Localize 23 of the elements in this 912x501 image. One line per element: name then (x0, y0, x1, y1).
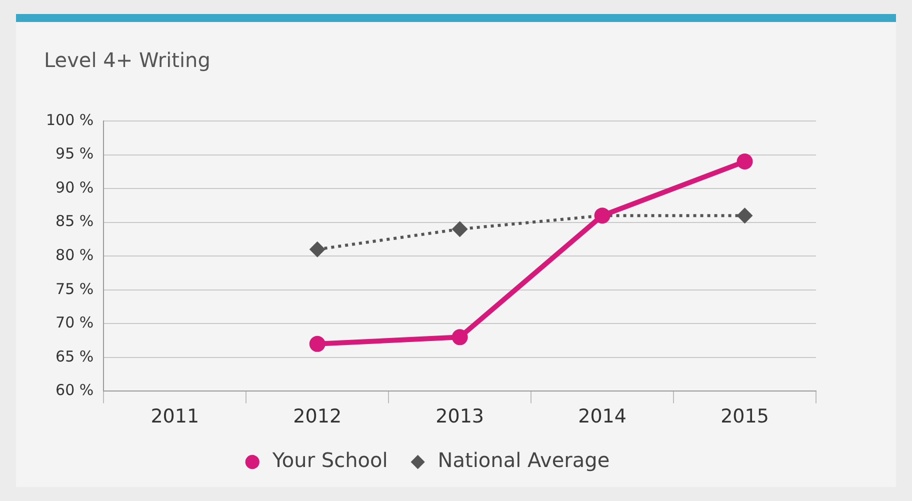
point (309, 336, 326, 352)
y-tick-label: 100 % (46, 110, 94, 129)
chart-title: Level 4+ Writing (44, 48, 210, 72)
y-tick-label: 70 % (56, 314, 94, 332)
legend-label: National Average (438, 448, 610, 472)
point (309, 241, 326, 258)
y-tick-label: 80 % (56, 246, 94, 264)
y-tick-label: 75 % (56, 280, 94, 298)
point (736, 208, 753, 224)
y-tick-label: 90 % (56, 178, 94, 196)
y-tick-label: 65 % (56, 347, 94, 366)
x-tick-label: 2013 (436, 406, 484, 428)
x-tick-label: 2012 (293, 406, 342, 428)
y-tick-label: 95 % (56, 144, 94, 163)
point (452, 221, 468, 238)
legend-label: Your School (271, 448, 388, 472)
y-tick-label: 60 % (56, 381, 94, 400)
point (452, 329, 468, 346)
x-tick-label: 2015 (720, 406, 769, 428)
x-tick-label: 2014 (578, 406, 626, 428)
x-tick-label: 2011 (150, 406, 200, 428)
y-tick-label: 85 % (56, 212, 94, 230)
point (736, 154, 753, 170)
